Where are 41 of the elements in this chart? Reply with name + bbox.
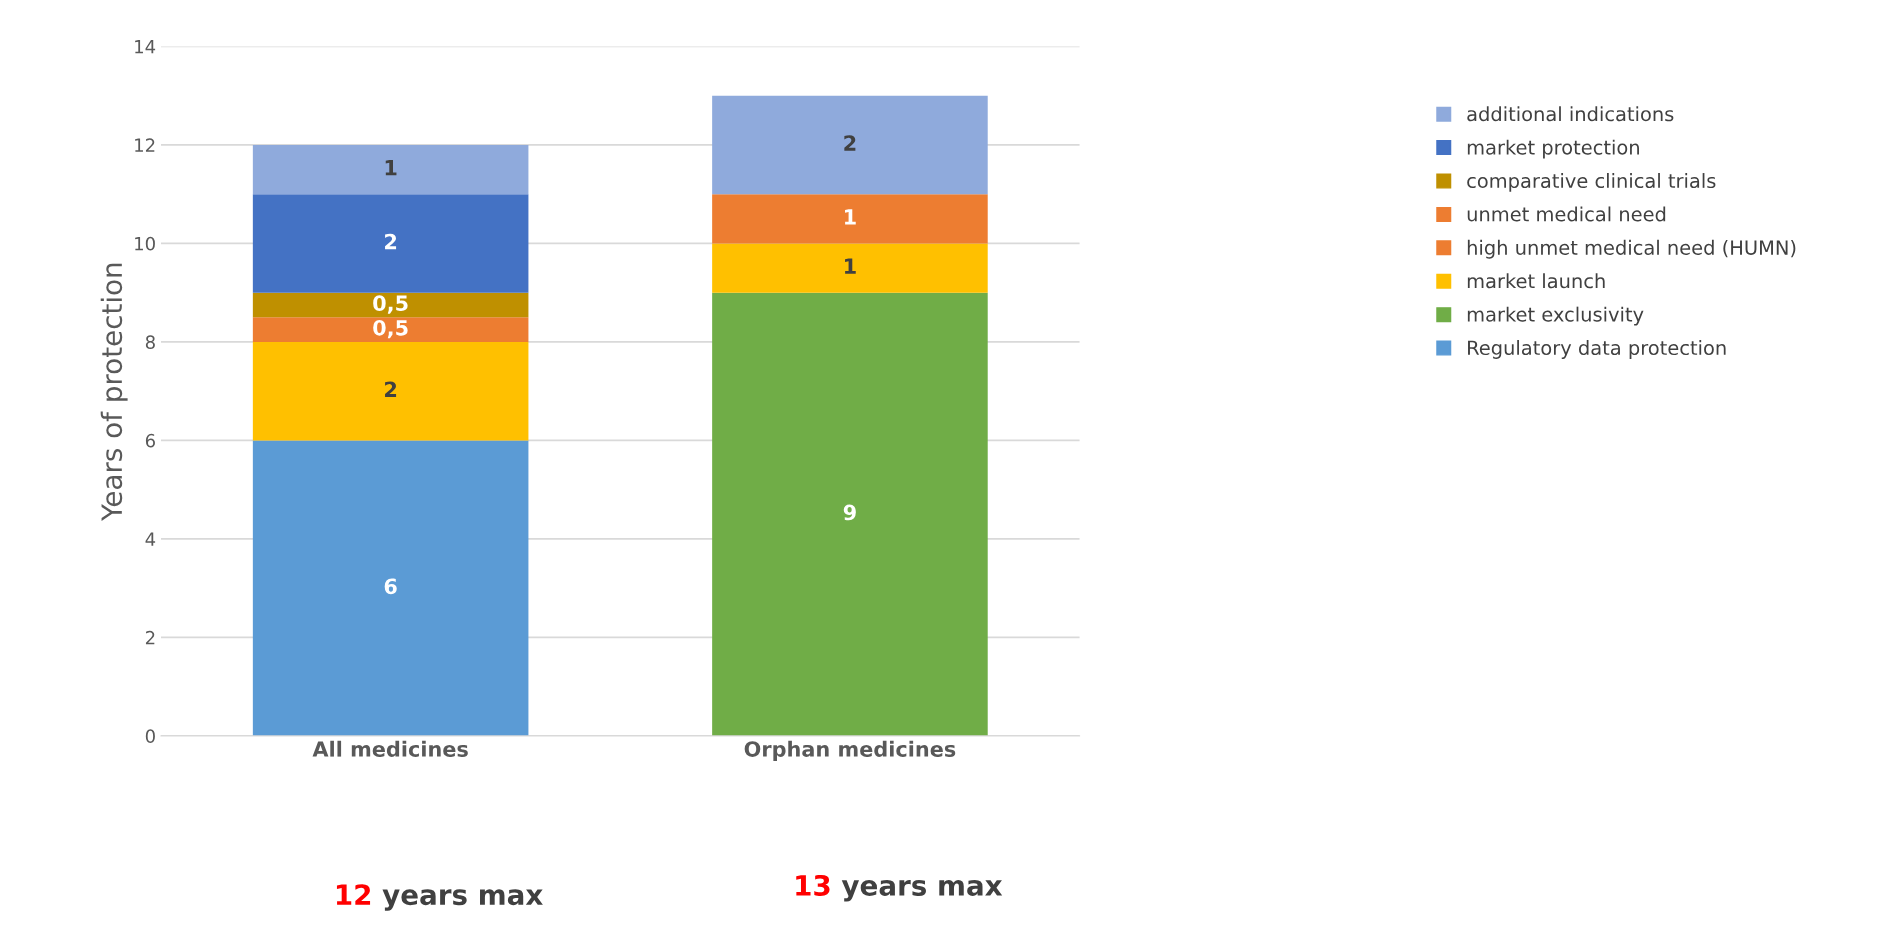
- legend-label: market protection: [1467, 139, 1639, 159]
- bar: [252, 292, 529, 318]
- legend-label: additional indications: [1467, 106, 1674, 122]
- data-label: 6: [384, 578, 397, 595]
- x-tick-label: All medicines: [312, 740, 468, 757]
- legend-label: comparative clinical trials: [1467, 173, 1716, 192]
- legend-label: market launch: [1467, 273, 1605, 289]
- data-label: 1: [385, 160, 397, 176]
- y-tick-label: 8: [145, 335, 155, 350]
- bar: [712, 194, 988, 244]
- y-tick-label: 2: [145, 630, 155, 645]
- bar: [252, 194, 529, 293]
- data-label: 1: [845, 209, 856, 225]
- text: 13 years max: [796, 874, 1003, 902]
- y-tick-label: 12: [135, 138, 155, 152]
- y-tick-label: 14: [135, 40, 156, 54]
- bar: [252, 144, 529, 195]
- bar: [252, 440, 529, 736]
- y-tick-label: 6: [145, 433, 155, 448]
- data-label: 9: [843, 504, 856, 521]
- data-label: 2: [844, 135, 856, 151]
- bar: [712, 292, 988, 736]
- legend-label: Regulatory data protection: [1468, 340, 1726, 359]
- x-tick-label: Orphan medicines: [744, 740, 956, 761]
- y-tick-label: 4: [145, 532, 156, 546]
- y-tick-label: 10: [135, 236, 155, 251]
- data-label: 2: [385, 381, 397, 397]
- data-label: 2: [385, 233, 397, 250]
- data-label: 1: [845, 258, 856, 274]
- legend-label: market exclusivity: [1467, 306, 1644, 326]
- bar: [712, 243, 988, 293]
- legend-label: high unmet medical need (HUMN): [1467, 239, 1796, 259]
- bar: [252, 317, 529, 342]
- data-label: 0,5: [373, 319, 408, 339]
- legend-label: unmet medical need: [1467, 206, 1666, 222]
- text: 12 years max: [336, 884, 543, 911]
- y-tick-label: 0: [145, 729, 155, 744]
- data-label: 0,5: [373, 295, 408, 314]
- y-axis-title: Years of protection: [100, 263, 128, 522]
- bar: [252, 341, 529, 441]
- bar: [712, 95, 988, 195]
